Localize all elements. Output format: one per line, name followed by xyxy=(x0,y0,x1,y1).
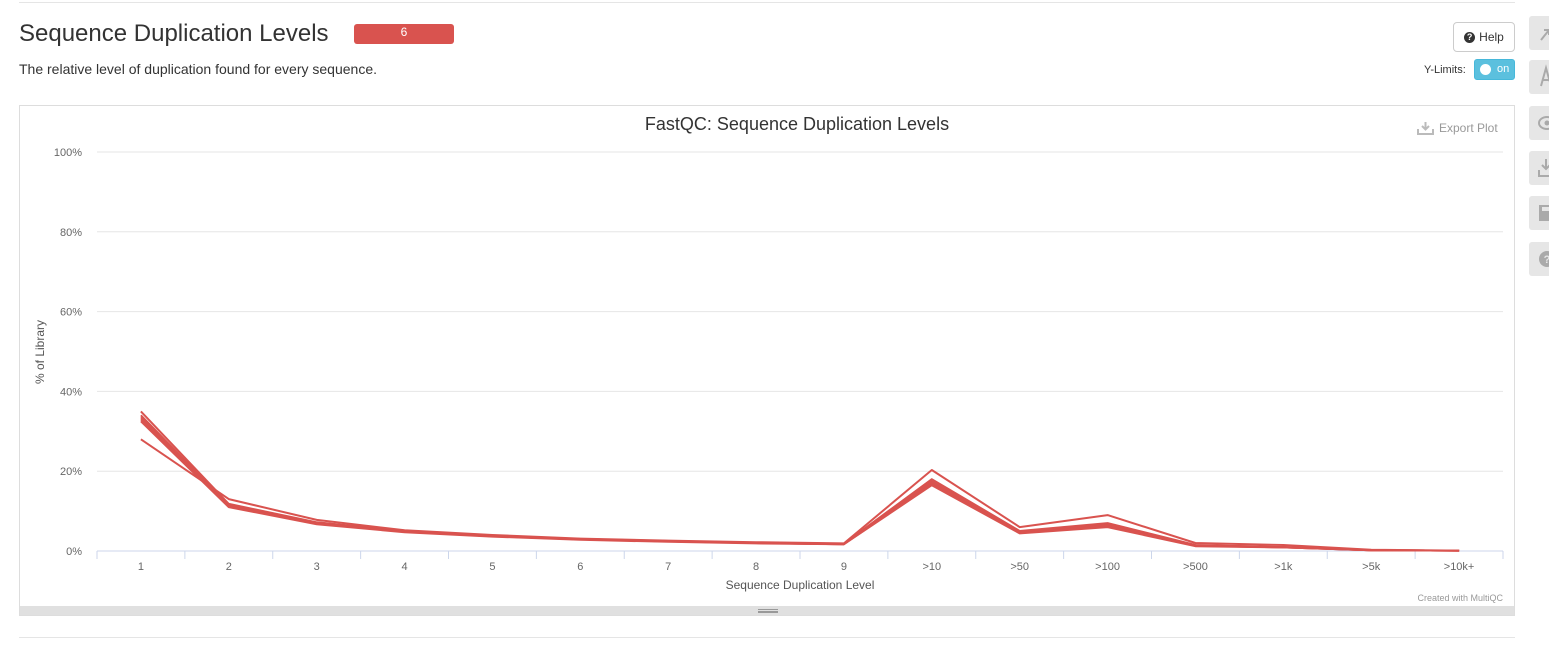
download-icon xyxy=(1417,122,1434,135)
grip-icon xyxy=(758,609,778,613)
series-lines xyxy=(140,410,1460,552)
axes: 0% 20% 40% 60% 80% 100% 1 2 3 4 5 6 7 8 9 >10 >50 >100 >50… xyxy=(54,147,1504,573)
series-line-6[interactable] xyxy=(140,438,1460,552)
toggle-knob xyxy=(1480,64,1491,75)
y-tick-label: 0% xyxy=(66,546,82,558)
sidebar-hide-button[interactable] xyxy=(1529,106,1549,140)
x-tick-label: 5 xyxy=(489,561,495,573)
export-plot-button[interactable]: Export Plot xyxy=(1417,121,1498,135)
plot-container xyxy=(19,105,1515,616)
x-tick-label: 3 xyxy=(314,561,320,573)
x-tick-label: 8 xyxy=(753,561,759,573)
x-tick-label: >1k xyxy=(1274,561,1293,573)
sidebar-highlight-button[interactable] xyxy=(1529,16,1549,50)
x-tick-label: >5k xyxy=(1362,561,1381,573)
sidebar-help-button[interactable]: ? xyxy=(1529,242,1549,276)
x-tick-label: 6 xyxy=(577,561,583,573)
sidebar-rename-button[interactable] xyxy=(1529,60,1549,94)
x-tick-label: >10 xyxy=(922,561,941,573)
y-tick-label: 100% xyxy=(54,147,82,159)
credit-text: Created with MultiQC xyxy=(1417,593,1503,603)
series-line-2[interactable] xyxy=(140,414,1460,552)
grid-lines xyxy=(97,151,1503,472)
x-tick-label: >500 xyxy=(1183,561,1208,573)
section-title: Sequence Duplication Levels xyxy=(19,20,329,47)
help-label: Help xyxy=(1479,30,1504,44)
eye-icon xyxy=(1538,116,1549,130)
y-tick-label: 40% xyxy=(60,386,82,398)
x-tick-label: >10k+ xyxy=(1444,561,1475,573)
x-tick-label: 4 xyxy=(402,561,408,573)
chart-title: FastQC: Sequence Duplication Levels xyxy=(645,114,949,134)
question-icon: ? xyxy=(1539,251,1549,267)
series-line-3[interactable] xyxy=(140,416,1460,552)
x-axis-label: Sequence Duplication Level xyxy=(726,578,875,592)
help-button[interactable]: ? Help xyxy=(1453,22,1515,52)
x-tick-label: >50 xyxy=(1010,561,1029,573)
plot-resize-handle[interactable] xyxy=(19,606,1515,616)
top-divider xyxy=(19,2,1515,3)
x-tick-label: >100 xyxy=(1095,561,1120,573)
export-label: Export Plot xyxy=(1439,121,1498,135)
x-tick-label: 9 xyxy=(841,561,847,573)
ylimits-label: Y-Limits: xyxy=(1424,64,1466,76)
section-description: The relative level of duplication found … xyxy=(19,61,377,77)
svg-text:?: ? xyxy=(1544,254,1549,266)
series-line-1[interactable] xyxy=(140,410,1460,552)
sidebar-export-button[interactable] xyxy=(1529,151,1549,185)
series-line-5[interactable] xyxy=(140,420,1460,552)
sidebar-save-button[interactable] xyxy=(1529,196,1549,230)
x-tick-label: 1 xyxy=(138,561,144,573)
y-tick-label: 60% xyxy=(60,307,82,319)
y-axis-label: % of Library xyxy=(33,320,47,384)
download-icon xyxy=(1538,159,1549,177)
ylimits-toggle[interactable]: on xyxy=(1474,59,1515,80)
bottom-divider xyxy=(19,637,1515,638)
x-tick-label: 7 xyxy=(665,561,671,573)
series-line-4[interactable] xyxy=(140,418,1460,552)
arrow-icon xyxy=(1540,29,1549,41)
x-tick-label: 2 xyxy=(226,561,232,573)
y-tick-label: 20% xyxy=(60,466,82,478)
status-badge: 6 xyxy=(354,24,454,44)
question-circle-icon: ? xyxy=(1464,31,1476,43)
toggle-state: on xyxy=(1497,63,1510,75)
save-icon xyxy=(1539,205,1549,221)
font-icon xyxy=(1540,64,1549,87)
y-tick-label: 80% xyxy=(60,227,82,239)
